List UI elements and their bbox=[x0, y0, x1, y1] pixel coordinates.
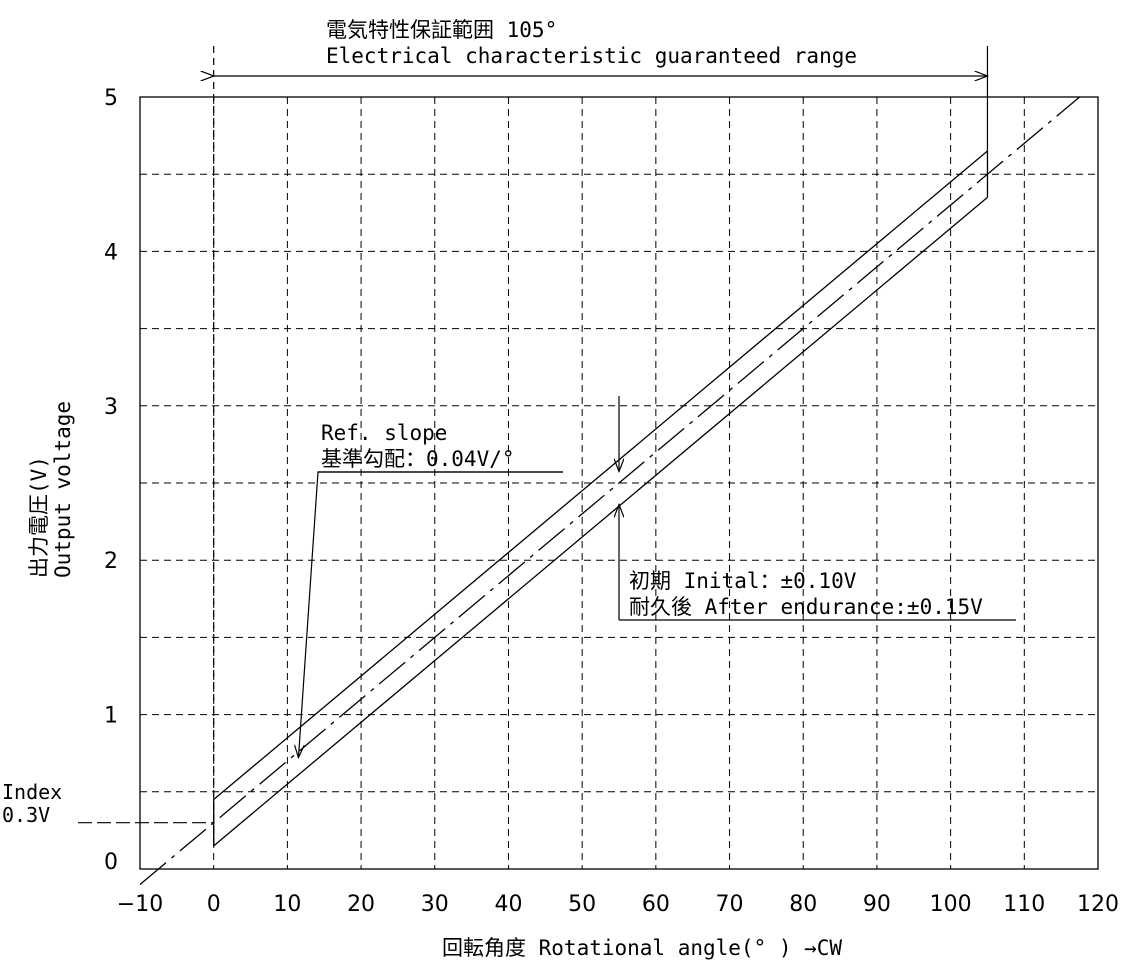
x-tick-label: 80 bbox=[789, 892, 817, 917]
tolerance-initial-label: 初期 Inital：±0.10V bbox=[629, 569, 857, 593]
x-tick-label: 20 bbox=[347, 892, 375, 917]
series-line-upper bbox=[213, 150, 988, 801]
y-tick-labels: 0 1 2 3 4 5 bbox=[104, 86, 118, 875]
x-tick-label: 40 bbox=[494, 892, 522, 917]
index-label: Index bbox=[2, 780, 62, 804]
x-tick-label: 50 bbox=[568, 892, 596, 917]
slope-label-jp: 基準勾配：0.04V/° bbox=[321, 447, 515, 471]
x-tick-label: 70 bbox=[716, 892, 744, 917]
tolerance-endurance-label: 耐久後 After endurance:±0.15V bbox=[629, 595, 983, 619]
y-axis-label-en: Output voltage bbox=[51, 401, 75, 578]
y-axis-label-jp: 出力電圧(V) bbox=[27, 456, 51, 578]
x-tick-label: 30 bbox=[421, 892, 449, 917]
x-axis-label: 回転角度 Rotational angle(° ) →CW bbox=[442, 936, 842, 960]
x-tick-label: 10 bbox=[273, 892, 301, 917]
range-title-jp: 電気特性保証範囲 105° bbox=[326, 18, 557, 42]
x-tick-label: 110 bbox=[1003, 892, 1045, 917]
y-tick-label: 1 bbox=[104, 704, 118, 729]
plot-frame bbox=[139, 96, 1099, 870]
y-axis-label: 出力電圧(V) Output voltage bbox=[27, 401, 75, 578]
y-tick-label: 2 bbox=[104, 549, 118, 574]
x-tick-labels: −10 0 10 20 30 40 50 60 70 80 90 100 110 120 bbox=[117, 892, 1119, 917]
index-value-label: 0.3V bbox=[2, 803, 50, 827]
x-tick-label: 100 bbox=[930, 892, 972, 917]
slope-label-en: Ref. slope bbox=[321, 421, 447, 445]
x-tick-label: 0 bbox=[207, 892, 221, 917]
series-line-lower bbox=[213, 196, 988, 847]
grid bbox=[140, 97, 1098, 869]
series-group bbox=[139, 96, 1080, 885]
x-tick-label: 120 bbox=[1077, 892, 1119, 917]
range-title-en: Electrical characteristic guaranteed ran… bbox=[326, 44, 857, 68]
series-line-reference bbox=[139, 96, 1080, 885]
y-tick-label: 4 bbox=[104, 240, 118, 265]
x-tick-label: 90 bbox=[863, 892, 891, 917]
y-tick-label: 3 bbox=[104, 395, 118, 420]
x-tick-label: 60 bbox=[642, 892, 670, 917]
y-tick-label: 5 bbox=[104, 86, 118, 111]
annotations bbox=[78, 46, 1016, 849]
y-tick-label: 0 bbox=[104, 850, 118, 875]
x-tick-label: −10 bbox=[117, 892, 163, 917]
